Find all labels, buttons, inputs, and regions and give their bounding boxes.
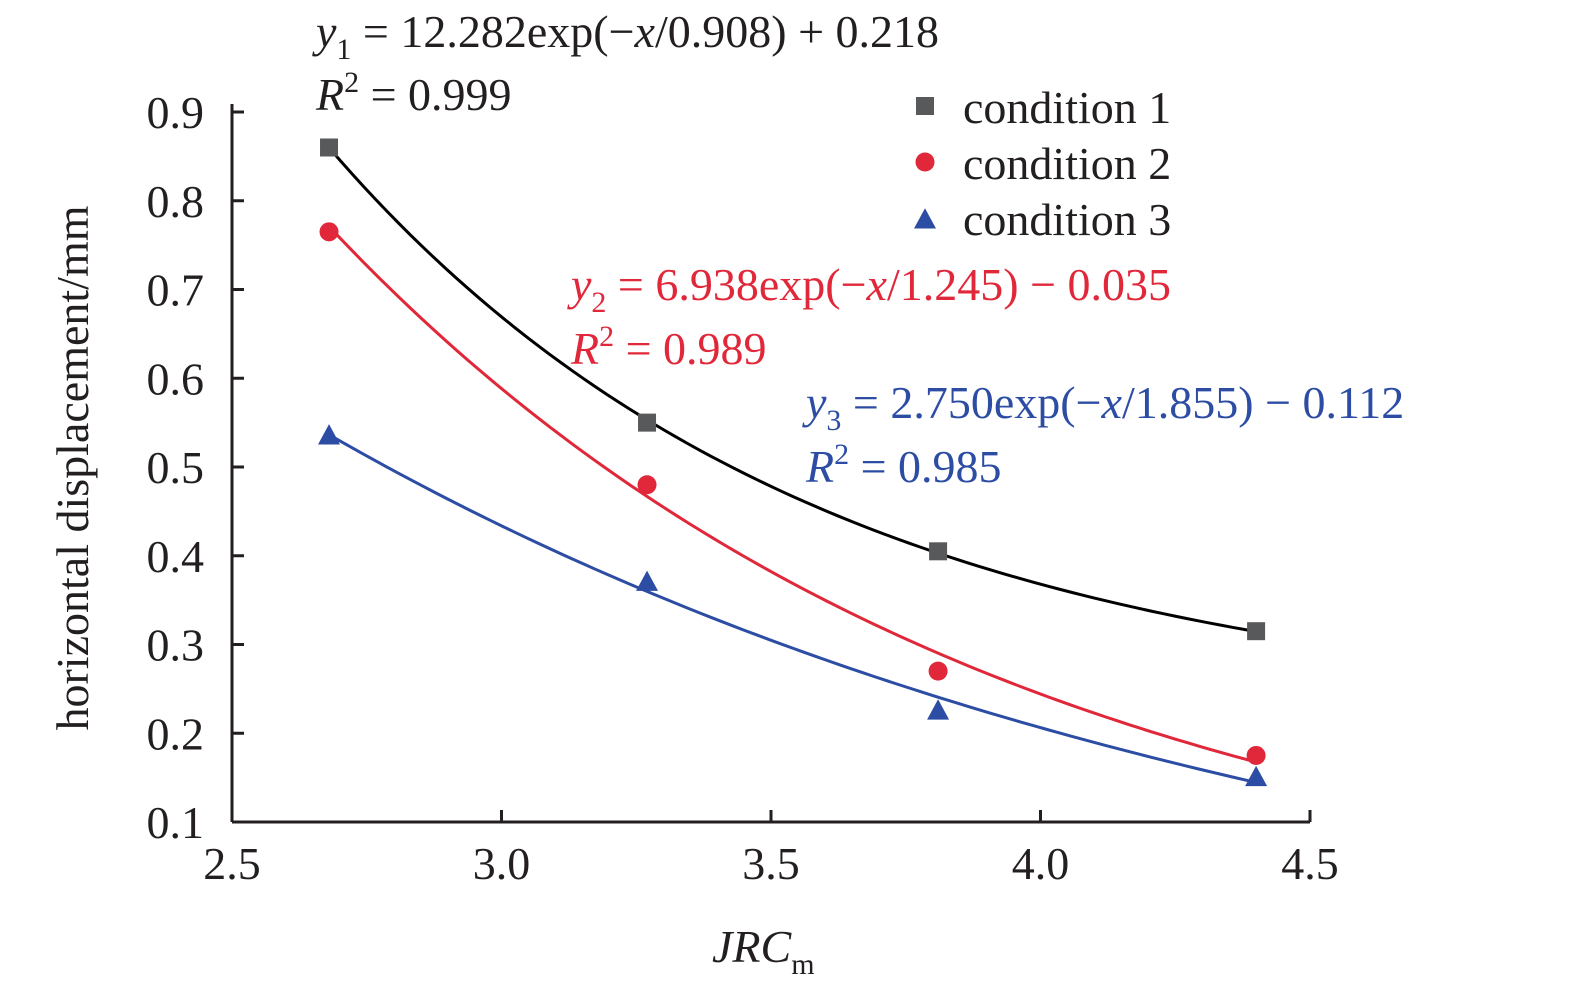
svg-text:R2 = 0.985: R2 = 0.985 [805,438,1002,492]
svg-text:R2 = 0.989: R2 = 0.989 [570,320,767,374]
x-tick-label: 3.0 [473,838,531,889]
x-axis-title: JRCm [712,921,815,981]
data-point-condition-2 [319,222,339,242]
y-tick-label: 0.4 [147,531,205,582]
data-point-condition-1 [929,542,948,561]
x-tick-label: 4.0 [1012,838,1070,889]
eq1-var: y [312,6,337,57]
equation-condition-2: y2 = 6.938exp(−x/1.245) − 0.035 R2 = 0.9… [567,259,1171,374]
fit-curve-2 [327,225,1257,764]
legend-marker-1 [916,97,934,115]
data-point-condition-3 [636,570,659,591]
data-point-condition-1 [1247,622,1266,641]
y-tick-label: 0.8 [147,176,205,227]
axes: 2.5 3.0 3.5 4.0 4.5 0.1 0.2 0.3 0.4 0.5 0.6 0.7 0.8 0… [147,87,1339,889]
y-tick-label: 0.7 [147,265,205,316]
legend-label-3: condition 3 [963,194,1171,245]
data-point-condition-2 [1246,745,1266,765]
fit-curve-3 [328,433,1257,784]
data-point-condition-3 [1245,765,1268,787]
fit-curve-1 [327,146,1257,634]
legend-marker-3 [914,208,936,229]
legend-marker-2 [915,152,935,172]
svg-text:y3 = 2.750exp(−x/1.855) − 0.11: y3 = 2.750exp(−x/1.855) − 0.112 [802,377,1404,437]
y-tick-label: 0.3 [147,620,205,671]
svg-text:y2 = 6.938exp(−x/1.245) − 0.03: y2 = 6.938exp(−x/1.245) − 0.035 [567,259,1171,319]
svg-text:y1 = 12.282exp(−x/0.908) + 0.2: y1 = 12.282exp(−x/0.908) + 0.218 [312,6,939,66]
x-tick-label: 2.5 [203,838,261,889]
y-tick-label: 0.1 [147,797,205,848]
x-tick-label: 3.5 [742,838,800,889]
legend-label-1: condition 1 [963,82,1171,133]
data-point-condition-3 [318,424,341,445]
equation-condition-3: y3 = 2.750exp(−x/1.855) − 0.112 R2 = 0.9… [802,377,1404,492]
y-axis-title: horizontal displacement/mm [47,205,98,730]
data-point-condition-2 [928,661,948,681]
data-point-condition-1 [320,138,339,157]
y-tick-label: 0.6 [147,353,205,404]
data-point-condition-1 [638,413,657,432]
equation-condition-1: y1 = 12.282exp(−x/0.908) + 0.218 R2 = 0.… [312,6,939,120]
data-point-condition-2 [637,475,657,495]
y-tick-label: 0.5 [147,442,205,493]
data-markers [318,138,1268,787]
y-tick-label: 0.9 [147,87,205,138]
y-tick-label: 0.2 [147,708,205,759]
svg-text:R2 = 0.999: R2 = 0.999 [315,66,512,120]
x-tick-label: 4.5 [1281,838,1339,889]
data-point-condition-3 [927,699,950,720]
legend-label-2: condition 2 [963,138,1171,189]
fit-lines [327,146,1257,784]
